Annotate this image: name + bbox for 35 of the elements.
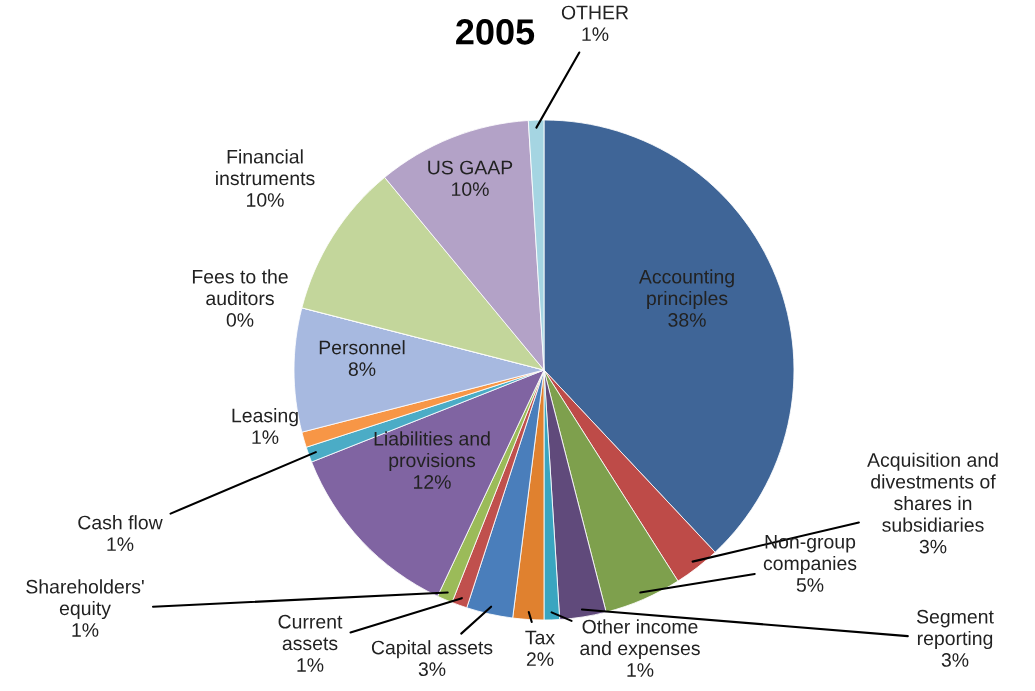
slice-label: Cash flow bbox=[78, 515, 163, 530]
slice-label: Liabilities and provisions bbox=[374, 431, 490, 472]
data-label: 1% bbox=[252, 430, 279, 444]
data-label: 3% bbox=[941, 653, 969, 667]
data-label: 1% bbox=[72, 623, 99, 637]
chart-title: 2005 bbox=[456, 19, 535, 45]
slice-label: OTHER bbox=[561, 5, 629, 20]
data-label: 8% bbox=[348, 362, 376, 377]
data-label: 3% bbox=[418, 662, 446, 677]
data-label: 38% bbox=[668, 313, 706, 327]
slice-label: Shareholders' equity bbox=[26, 579, 144, 620]
category-label: Fees to the auditors bbox=[192, 269, 288, 306]
data-label: 10% bbox=[247, 193, 284, 207]
slice-label: Personnel bbox=[319, 340, 405, 355]
slice-label: Leasing bbox=[232, 408, 298, 427]
slice-label: Capital assets bbox=[371, 640, 493, 659]
data-label: 10% bbox=[452, 182, 489, 197]
slice-label: Acquisition and divestments of shares in subsidiaries bbox=[867, 452, 998, 532]
slice-label: Segment reporting bbox=[916, 609, 994, 650]
slice-label: Current assets bbox=[278, 614, 343, 651]
slice-label: Financial instruments bbox=[216, 149, 315, 186]
data-label: 3% bbox=[919, 539, 947, 554]
data-label: 12% bbox=[414, 475, 451, 489]
slice-label: Other income and expenses bbox=[580, 619, 700, 660]
data-label: 1% bbox=[297, 658, 324, 672]
data-label: 1% bbox=[107, 537, 134, 551]
slice-label: US GAAP bbox=[428, 160, 513, 175]
data-label: 5% bbox=[796, 578, 824, 592]
slice-label: Non-group companies bbox=[763, 535, 857, 575]
data-label: 1% bbox=[627, 663, 654, 677]
slice-label: Tax bbox=[525, 630, 555, 645]
data-label: 2% bbox=[526, 652, 554, 666]
text: 0% bbox=[226, 313, 254, 327]
slice-label: Accounting principles bbox=[638, 269, 734, 310]
data-label: 1% bbox=[582, 27, 609, 41]
